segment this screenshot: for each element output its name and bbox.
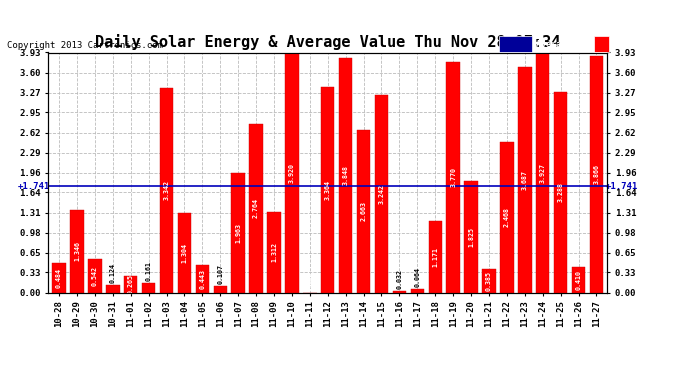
Bar (428, 221, 442, 292)
Text: 1.304: 1.304 (181, 243, 188, 262)
Bar (285, 53, 299, 292)
Bar (518, 68, 531, 292)
Text: 3.364: 3.364 (325, 180, 331, 200)
Text: 1.171: 1.171 (432, 247, 438, 267)
Text: Average ($): Average ($) (536, 40, 591, 49)
Text: 3.920: 3.920 (289, 163, 295, 183)
Text: 1.312: 1.312 (271, 243, 277, 262)
Text: 3.848: 3.848 (343, 165, 348, 185)
Text: 3.242: 3.242 (379, 183, 384, 204)
Bar (267, 212, 281, 292)
Title: Daily Solar Energy & Average Value Thu Nov 28 07:34: Daily Solar Energy & Average Value Thu N… (95, 34, 560, 50)
Text: Daily  ($): Daily ($) (612, 40, 662, 49)
Bar (590, 56, 603, 292)
Bar (70, 210, 83, 292)
Bar (339, 57, 353, 292)
Text: 3.770: 3.770 (450, 167, 456, 188)
Bar (106, 285, 119, 292)
Bar (88, 260, 101, 292)
Bar (52, 263, 66, 292)
Text: 3.288: 3.288 (558, 182, 564, 202)
Bar (142, 283, 155, 292)
Text: 3.927: 3.927 (540, 163, 546, 183)
Text: 0.032: 0.032 (396, 269, 402, 289)
Text: 0.161: 0.161 (146, 261, 152, 281)
Bar (593, 36, 609, 52)
Bar (231, 172, 245, 292)
Text: 3.342: 3.342 (164, 180, 170, 201)
Text: 0.410: 0.410 (575, 270, 582, 290)
Bar (554, 92, 567, 292)
Text: 0.443: 0.443 (199, 269, 206, 289)
Text: 0.124: 0.124 (110, 263, 116, 283)
Bar (393, 291, 406, 292)
Text: 0.265: 0.265 (128, 274, 134, 294)
Text: 1.825: 1.825 (468, 227, 474, 247)
Text: 0.107: 0.107 (217, 264, 224, 284)
Text: 2.663: 2.663 (361, 201, 366, 221)
Bar (196, 266, 209, 292)
Bar (411, 289, 424, 292)
Text: 0.542: 0.542 (92, 266, 98, 286)
Text: 1.346: 1.346 (74, 242, 80, 261)
Text: +1.741: +1.741 (605, 182, 638, 190)
Text: 0.000: 0.000 (307, 271, 313, 291)
Bar (160, 88, 173, 292)
Text: 2.468: 2.468 (504, 207, 510, 227)
Text: 1.963: 1.963 (235, 222, 242, 243)
Text: 0.385: 0.385 (486, 271, 492, 291)
Bar (446, 62, 460, 292)
Bar (321, 87, 335, 292)
Text: 3.866: 3.866 (593, 165, 600, 184)
Bar (249, 124, 263, 292)
Bar (178, 213, 191, 292)
Text: 0.484: 0.484 (56, 268, 62, 288)
Bar (464, 181, 477, 292)
Text: 3.687: 3.687 (522, 170, 528, 190)
Bar (375, 94, 388, 292)
Bar (500, 142, 513, 292)
Text: 2.764: 2.764 (253, 198, 259, 218)
Bar (499, 36, 532, 52)
Bar (482, 269, 495, 292)
Bar (536, 53, 549, 292)
Bar (124, 276, 137, 292)
Bar (572, 267, 585, 292)
Text: Copyright 2013 Cartronics.com: Copyright 2013 Cartronics.com (7, 41, 163, 50)
Bar (213, 286, 227, 292)
Text: 0.064: 0.064 (414, 267, 420, 287)
Text: +1.741: +1.741 (18, 182, 50, 190)
Bar (357, 130, 371, 292)
